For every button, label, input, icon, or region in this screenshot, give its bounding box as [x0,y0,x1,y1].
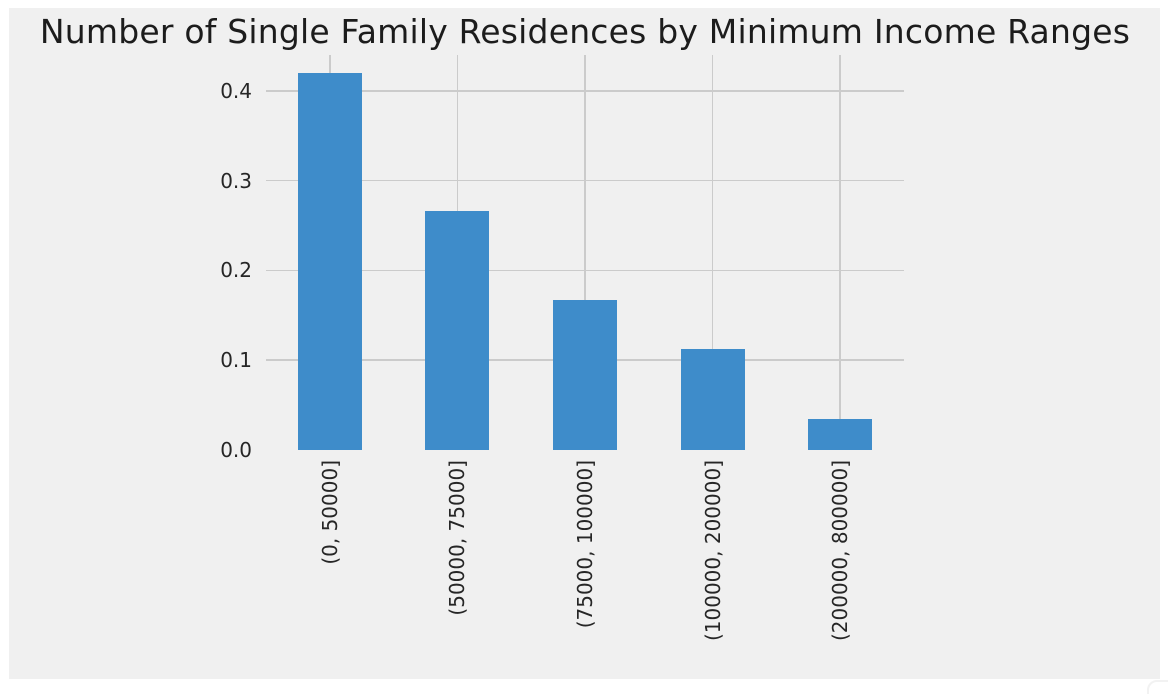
y-tick-label: 0.1 [220,348,252,373]
x-gridline [711,55,714,450]
x-tick-label: (75000, 100000] [573,460,597,629]
bar [553,300,617,450]
chart-title: Number of Single Family Residences by Mi… [39,12,1131,51]
x-tick-label: (100000, 200000] [700,460,725,642]
x-gridline [584,55,586,450]
y-tick-label: 0.4 [220,78,252,103]
x-gridline [839,55,841,450]
bar [425,211,490,450]
y-tick-label: 0.0 [220,438,252,462]
x-tick-label: (200000, 800000] [828,460,853,642]
bar [808,419,873,450]
bar [680,348,745,450]
bar [297,72,362,450]
corner-overlay [1147,680,1168,694]
y-tick-label: 0.3 [220,168,252,193]
x-tick-label: (0, 50000] [317,460,342,565]
y-tick-label: 0.2 [220,258,252,283]
x-tick-label: (50000, 75000] [445,460,470,616]
